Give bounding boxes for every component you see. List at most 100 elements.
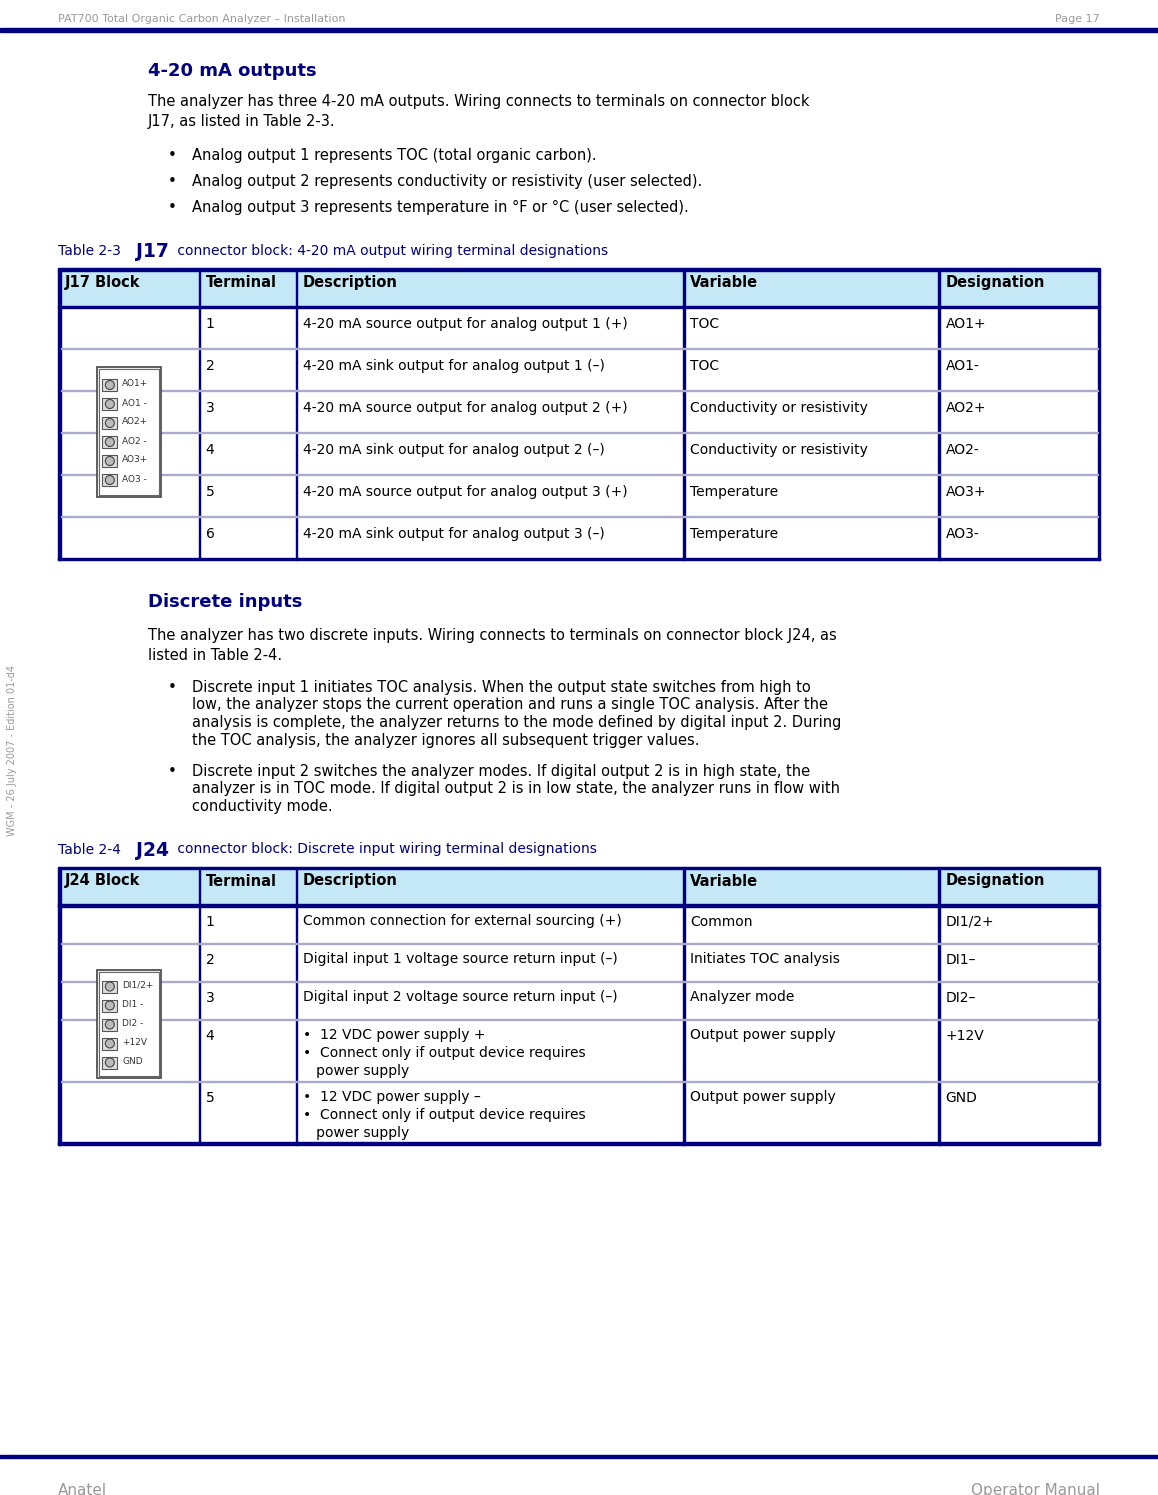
Text: Digital input 1 voltage source return input (–): Digital input 1 voltage source return in… <box>302 952 617 966</box>
Text: Designation: Designation <box>945 873 1045 888</box>
Text: low, the analyzer stops the current operation and runs a single TOC analysis. Af: low, the analyzer stops the current oper… <box>192 698 828 713</box>
Bar <box>199 869 200 1145</box>
Text: Output power supply: Output power supply <box>690 1029 836 1042</box>
Text: Description: Description <box>302 275 397 290</box>
Text: PAT700 Total Organic Carbon Analyzer – Installation: PAT700 Total Organic Carbon Analyzer – I… <box>58 13 345 24</box>
Text: AO3-: AO3- <box>945 528 980 541</box>
Text: AO3+: AO3+ <box>123 456 148 465</box>
Text: the TOC analysis, the analyzer ignores all subsequent trigger values.: the TOC analysis, the analyzer ignores a… <box>192 733 699 748</box>
Text: AO2-: AO2- <box>945 443 980 457</box>
Text: WGM - 26 July 2007 - Edition 01-d4: WGM - 26 July 2007 - Edition 01-d4 <box>7 664 17 836</box>
Text: Discrete inputs: Discrete inputs <box>148 594 302 611</box>
Text: DI1 -: DI1 - <box>123 1000 144 1009</box>
Text: •  Connect only if output device requires: • Connect only if output device requires <box>302 1108 585 1123</box>
Bar <box>938 271 940 561</box>
Text: Analog output 2 represents conductivity or resistivity (user selected).: Analog output 2 represents conductivity … <box>192 173 702 188</box>
Text: 5: 5 <box>206 484 214 499</box>
Circle shape <box>105 1058 115 1067</box>
Circle shape <box>105 419 115 428</box>
Text: 4-20 mA sink output for analog output 2 (–): 4-20 mA sink output for analog output 2 … <box>302 443 604 457</box>
Text: +12V: +12V <box>945 1029 984 1042</box>
Text: Designation: Designation <box>945 275 1045 290</box>
Text: AO1+: AO1+ <box>123 380 148 389</box>
Circle shape <box>105 456 115 465</box>
Text: Discrete input 2 switches the analyzer modes. If digital output 2 is in high sta: Discrete input 2 switches the analyzer m… <box>192 764 811 779</box>
Bar <box>0 28 1158 31</box>
Text: AO2 -: AO2 - <box>123 437 147 446</box>
Text: DI1/2+: DI1/2+ <box>945 915 994 928</box>
Circle shape <box>105 381 115 390</box>
Bar <box>58 558 1100 561</box>
Text: 2: 2 <box>206 359 214 372</box>
Text: 4: 4 <box>206 1029 214 1042</box>
Circle shape <box>105 1020 115 1029</box>
Circle shape <box>105 399 115 408</box>
Text: DI1/2+: DI1/2+ <box>123 981 154 990</box>
Bar <box>683 271 684 561</box>
Text: •  12 VDC power supply +: • 12 VDC power supply + <box>302 1029 485 1042</box>
Bar <box>295 271 298 561</box>
Bar <box>100 972 160 1075</box>
Text: •: • <box>168 148 177 163</box>
Bar <box>102 1057 117 1069</box>
Text: J17: J17 <box>135 242 169 262</box>
Bar <box>58 268 1100 306</box>
Text: AO3+: AO3+ <box>945 484 985 499</box>
Text: connector block: 4-20 mA output wiring terminal designations: connector block: 4-20 mA output wiring t… <box>173 244 608 259</box>
Text: 5: 5 <box>206 1090 214 1105</box>
Bar <box>102 474 117 486</box>
Text: Analog output 3 represents temperature in °F or °C (user selected).: Analog output 3 represents temperature i… <box>192 200 689 215</box>
Text: Digital input 2 voltage source return input (–): Digital input 2 voltage source return in… <box>302 991 617 1005</box>
Bar <box>102 398 117 410</box>
Text: DI1–: DI1– <box>945 952 976 966</box>
Text: TOC: TOC <box>690 359 719 372</box>
Text: Output power supply: Output power supply <box>690 1090 836 1105</box>
Bar <box>58 1142 1100 1145</box>
Text: DI2 -: DI2 - <box>123 1020 144 1029</box>
Text: •  12 VDC power supply –: • 12 VDC power supply – <box>302 1090 481 1105</box>
Circle shape <box>105 982 115 991</box>
Text: Terminal: Terminal <box>206 873 277 888</box>
Bar <box>683 869 684 1145</box>
Text: conductivity mode.: conductivity mode. <box>192 798 332 813</box>
Text: The analyzer has three 4-20 mA outputs. Wiring connects to terminals on connecto: The analyzer has three 4-20 mA outputs. … <box>148 94 809 109</box>
Text: TOC: TOC <box>690 317 719 330</box>
Text: J24: J24 <box>135 840 169 860</box>
Circle shape <box>105 475 115 484</box>
Text: Temperature: Temperature <box>690 484 778 499</box>
Bar <box>97 366 161 496</box>
Text: GND: GND <box>123 1057 142 1066</box>
Text: •: • <box>168 173 177 188</box>
Bar <box>58 869 60 1145</box>
Text: GND: GND <box>945 1090 977 1105</box>
Text: Operator Manual: Operator Manual <box>972 1483 1100 1495</box>
Circle shape <box>105 1039 115 1048</box>
Bar <box>102 1018 117 1030</box>
Bar <box>58 271 60 561</box>
Text: 4-20 mA source output for analog output 2 (+): 4-20 mA source output for analog output … <box>302 401 628 416</box>
Text: Temperature: Temperature <box>690 528 778 541</box>
Text: analyzer is in TOC mode. If digital output 2 is in low state, the analyzer runs : analyzer is in TOC mode. If digital outp… <box>192 782 840 797</box>
Text: •: • <box>168 200 177 215</box>
Text: Common connection for external sourcing (+): Common connection for external sourcing … <box>302 915 622 928</box>
Text: Table 2-4: Table 2-4 <box>58 843 120 857</box>
Text: power supply: power supply <box>302 1127 409 1141</box>
Text: 3: 3 <box>206 991 214 1005</box>
Text: Discrete input 1 initiates TOC analysis. When the output state switches from hig: Discrete input 1 initiates TOC analysis.… <box>192 680 811 695</box>
Text: AO2+: AO2+ <box>123 417 148 426</box>
Text: AO2+: AO2+ <box>945 401 985 416</box>
Text: 4-20 mA source output for analog output 3 (+): 4-20 mA source output for analog output … <box>302 484 628 499</box>
Bar <box>0 1455 1158 1458</box>
Text: The analyzer has two discrete inputs. Wiring connects to terminals on connector : The analyzer has two discrete inputs. Wi… <box>148 628 837 643</box>
Text: AO3 -: AO3 - <box>123 474 147 483</box>
Bar <box>199 271 200 561</box>
Text: 6: 6 <box>206 528 214 541</box>
Text: •: • <box>168 764 177 779</box>
Text: 1: 1 <box>206 915 214 928</box>
Text: Initiates TOC analysis: Initiates TOC analysis <box>690 952 840 966</box>
Bar <box>58 268 1100 271</box>
Text: Table 2-3: Table 2-3 <box>58 244 120 259</box>
Text: Terminal: Terminal <box>206 275 277 290</box>
Text: 1: 1 <box>206 317 214 330</box>
Text: Description: Description <box>302 873 397 888</box>
